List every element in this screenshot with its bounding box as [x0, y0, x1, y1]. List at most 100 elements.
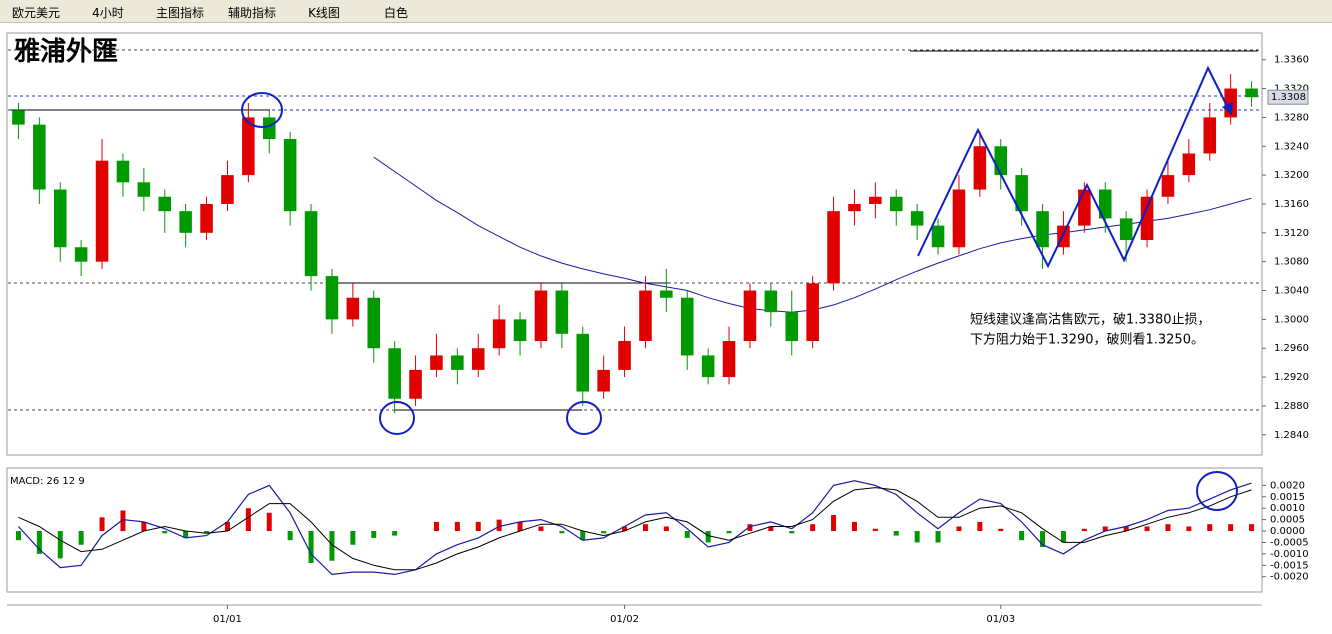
menu-item[interactable]: 欧元美元 [11, 6, 60, 20]
candle-body [1036, 211, 1049, 248]
y-tick-label: -0.0020 [1270, 572, 1309, 583]
candle-body [95, 160, 109, 262]
candle-body [973, 146, 987, 190]
guide-lines [8, 49, 1262, 411]
candle-body [409, 369, 422, 399]
candle-body [12, 110, 25, 125]
candle-body [242, 117, 255, 176]
last-price-box [1267, 89, 1309, 105]
candle-body [325, 276, 339, 320]
candle-body [931, 225, 945, 248]
candle-body [1098, 189, 1112, 219]
logo: 雅浦外匯 [14, 36, 118, 67]
candle-body [576, 333, 590, 392]
candle-body [53, 189, 67, 248]
y-tick-label: 1.2960 [1274, 343, 1309, 354]
candle-body [283, 139, 297, 212]
candle-body [1182, 153, 1196, 176]
y-tick-label: -0.0010 [1270, 549, 1309, 560]
y-tick-label: 1.3200 [1274, 170, 1309, 181]
y-tick-label: 1.2920 [1274, 372, 1309, 383]
menu-item[interactable]: 4小时 [92, 6, 124, 20]
highlight-circle [241, 92, 283, 128]
y-tick-label: 1.3240 [1274, 141, 1309, 152]
macd-label: MACD: 26 12 9 [10, 476, 85, 487]
annotation: 下方阻力始于1.3290，破则看1.3250。 [970, 332, 1204, 348]
candle-body [492, 319, 506, 349]
candle-body [74, 247, 88, 262]
candle-body [597, 369, 610, 392]
chart: 雅浦外匯 短线建议逢高沽售欧元，破1.3380止损， 下方阻力始于1.3290，… [6, 32, 1309, 625]
y-tick-label: 1.3280 [1274, 112, 1309, 123]
candle-body [555, 290, 569, 334]
toolbar: 欧元美元 4小时 主图指标 辅助指标 K线图 白色 [0, 0, 1332, 23]
candle-body [1140, 196, 1154, 241]
candle-body [952, 189, 966, 248]
candle-body [1015, 175, 1028, 212]
candle-body [910, 211, 924, 226]
y-tick-label: 1.3120 [1274, 228, 1309, 239]
candle-body [785, 312, 799, 342]
y-tick-label: 0.0010 [1270, 503, 1305, 514]
y-tick-label: 1.3040 [1274, 286, 1309, 297]
macd-panel [6, 467, 1263, 593]
candle-body [451, 355, 464, 370]
pattern-line [917, 65, 1229, 269]
arrow-head [1222, 102, 1233, 115]
x-tick-label: 01/02 [610, 614, 639, 625]
y-tick-label: 1.3160 [1274, 199, 1309, 210]
candle-body [262, 117, 276, 140]
candle-body [1161, 175, 1175, 197]
candle-body [1078, 189, 1091, 226]
y-tick-label: -0.0005 [1270, 537, 1309, 548]
candle-body [618, 341, 631, 370]
candle-body [33, 124, 46, 190]
candle-body [513, 319, 527, 342]
y-tick-label: 0.0015 [1270, 492, 1305, 503]
candle-body [1203, 117, 1217, 154]
highlight-circle [379, 401, 415, 435]
y-tick-label: 1.2840 [1274, 430, 1309, 441]
menu-item[interactable]: K线图 [308, 6, 340, 20]
marks [12, 74, 1258, 576]
x-tick-label: 01/03 [986, 614, 1015, 625]
candle-body [534, 290, 548, 342]
candle-body [680, 297, 694, 356]
candle-body [304, 211, 318, 277]
candle-body [430, 355, 443, 370]
y-tick-label: -0.0015 [1270, 560, 1309, 571]
candle-body [388, 348, 401, 399]
candle-body [471, 348, 485, 370]
candle-body [806, 283, 819, 342]
candle-body [869, 196, 882, 204]
candle-body [1245, 88, 1258, 98]
y-tick-label: 1.3000 [1274, 314, 1309, 325]
candle-body [221, 175, 234, 204]
y-tick-label: 0.0000 [1270, 526, 1305, 537]
candle-body [764, 290, 778, 313]
x-tick-label: 01/01 [213, 614, 242, 625]
candle-body [346, 297, 360, 320]
y-tick-label: 0.0005 [1270, 515, 1305, 526]
y-tick-label: 0.0020 [1270, 480, 1305, 491]
candle-body [116, 160, 130, 183]
candle-body [137, 182, 151, 197]
signal-line [18, 487, 1252, 571]
candle-body [743, 290, 757, 342]
y-tick-label: 1.2880 [1274, 401, 1309, 412]
highlight-circle [1196, 471, 1238, 511]
candle-body [639, 290, 652, 342]
candle-body [660, 290, 673, 298]
candle-body [179, 211, 192, 233]
candle-body [1119, 218, 1133, 241]
candle-body [994, 146, 1008, 176]
candle-body [367, 297, 381, 349]
menu-item[interactable]: 辅助指标 [227, 6, 276, 20]
main-panel [6, 32, 1263, 456]
candle-body [889, 196, 903, 212]
menu-item[interactable]: 主图指标 [155, 6, 204, 20]
candle-body [722, 341, 736, 378]
menu-item[interactable]: 白色 [383, 6, 408, 20]
highlight-circle [566, 401, 602, 435]
